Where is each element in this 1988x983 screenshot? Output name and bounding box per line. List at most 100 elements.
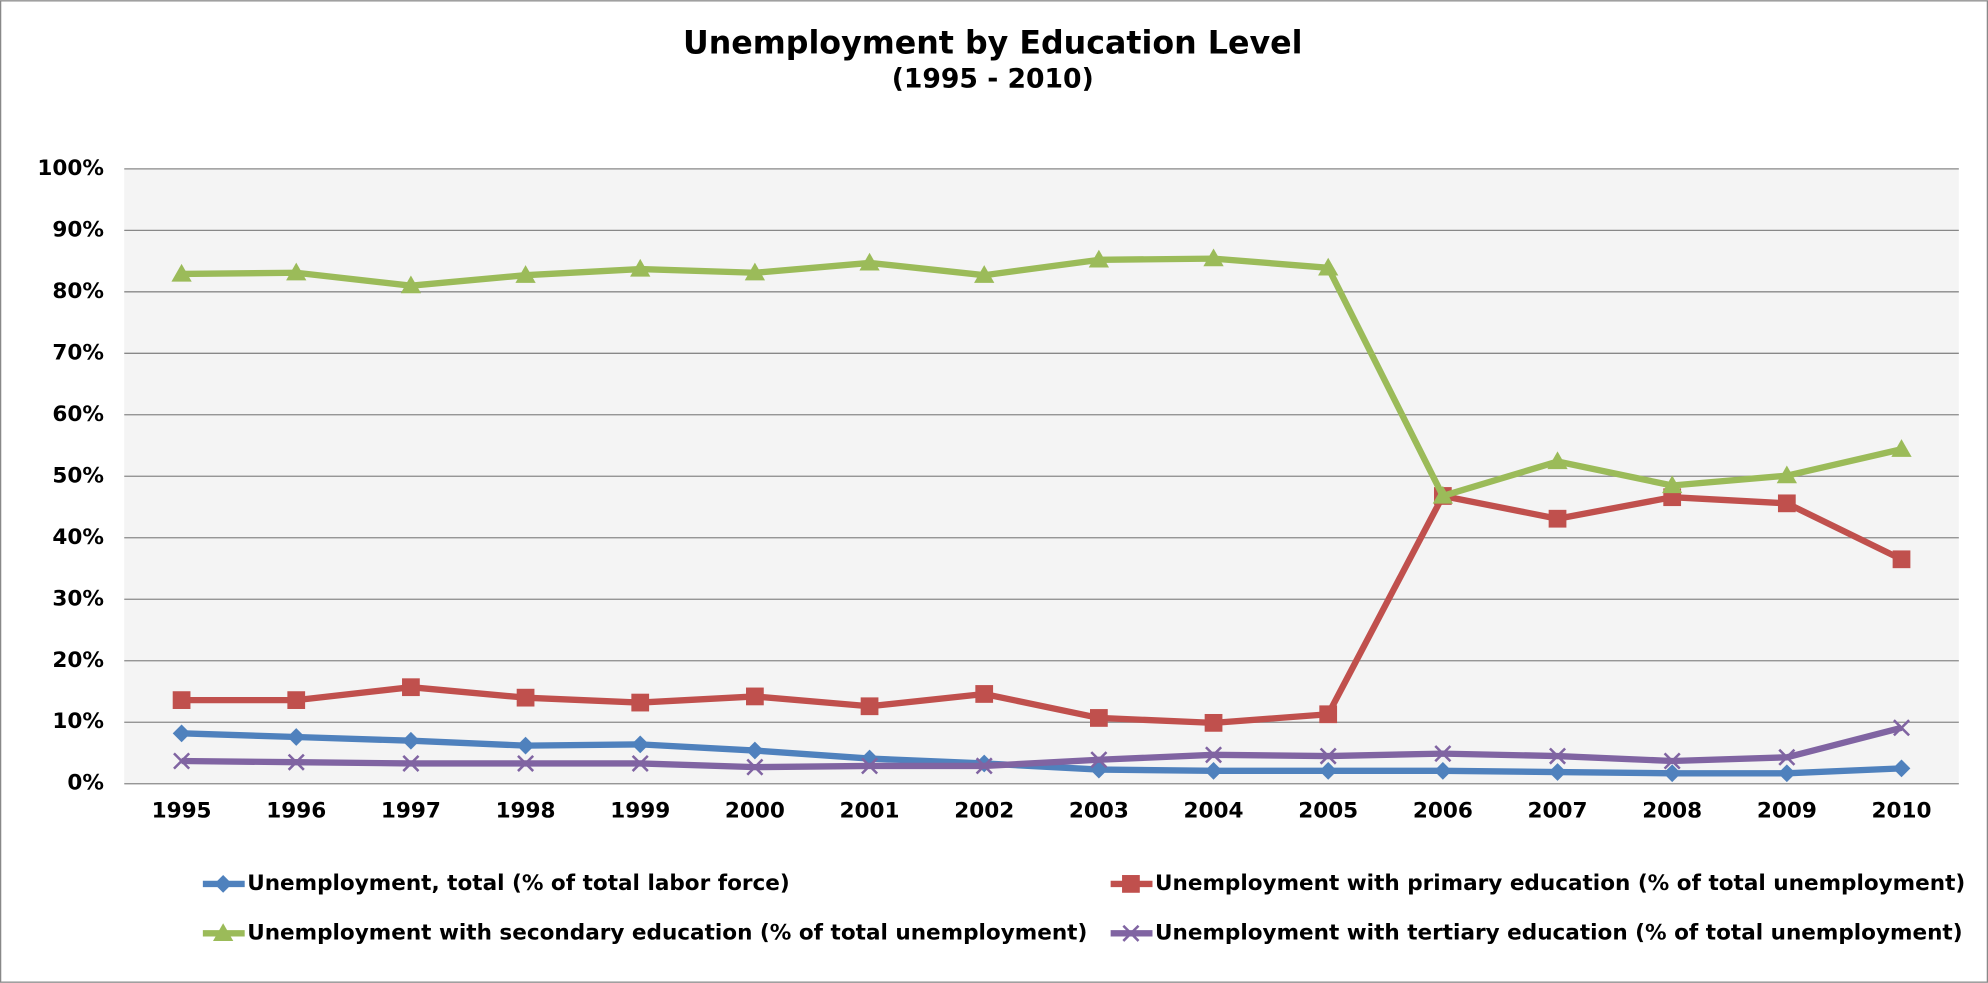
marker — [1433, 761, 1452, 780]
marker — [172, 691, 191, 709]
marker — [213, 923, 234, 941]
x-tick-label: 2000 — [725, 799, 785, 824]
y-tick-label: 100% — [37, 156, 104, 181]
y-tick-label: 70% — [52, 340, 104, 365]
x-tick-label: 2009 — [1757, 799, 1817, 824]
x-tick-label: 2004 — [1184, 799, 1244, 824]
marker — [1892, 759, 1911, 778]
marker — [517, 754, 535, 772]
y-tick-label: 10% — [52, 709, 104, 734]
marker — [402, 678, 420, 697]
marker — [1319, 761, 1338, 780]
marker — [975, 685, 994, 703]
marker — [1204, 713, 1223, 732]
y-tick-label: 60% — [52, 402, 104, 427]
x-tick-label: 1999 — [610, 799, 670, 824]
marker — [1548, 509, 1567, 528]
marker — [1205, 746, 1223, 764]
marker — [1432, 485, 1454, 504]
marker — [1777, 494, 1796, 513]
marker — [746, 758, 764, 776]
marker — [516, 736, 535, 755]
marker — [171, 263, 192, 282]
y-tick-label: 80% — [52, 279, 104, 304]
marker — [402, 754, 420, 772]
x-tick-label: 1998 — [496, 799, 556, 824]
marker — [1892, 550, 1911, 569]
legend-label: Unemployment with tertiary education (% … — [1155, 920, 1963, 945]
marker — [1318, 257, 1339, 276]
marker — [744, 262, 766, 281]
marker — [631, 693, 650, 712]
marker — [1776, 465, 1797, 484]
marker — [859, 252, 880, 271]
x-tick-label: 2005 — [1298, 799, 1358, 824]
marker — [402, 731, 420, 750]
marker — [286, 262, 307, 281]
legend-label: Unemployment, total (% of total labor fo… — [247, 871, 790, 896]
marker — [516, 688, 535, 707]
marker — [1547, 451, 1568, 470]
y-tick-label: 20% — [52, 648, 104, 673]
marker — [1319, 747, 1337, 765]
x-tick-label: 1997 — [381, 799, 441, 824]
marker — [287, 728, 306, 746]
series-line — [181, 730, 1902, 777]
marker — [746, 687, 764, 706]
marker — [1319, 705, 1338, 724]
x-tick-label: 2001 — [840, 799, 900, 824]
chart-title: Unemployment by Education Level — [683, 26, 1302, 62]
legend-label: Unemployment with primary education (% o… — [1155, 871, 1965, 896]
marker — [975, 757, 993, 775]
marker — [860, 697, 879, 716]
marker — [1088, 249, 1110, 268]
marker — [1777, 764, 1796, 783]
marker — [631, 754, 649, 772]
marker — [631, 735, 650, 754]
marker — [214, 875, 233, 893]
marker — [861, 757, 879, 775]
marker — [1663, 764, 1682, 783]
marker — [1778, 748, 1796, 766]
marker — [287, 691, 306, 709]
y-tick-label: 0% — [67, 771, 104, 796]
series-line — [181, 255, 1903, 500]
marker — [400, 275, 422, 294]
marker — [515, 265, 536, 283]
chart-subtitle: (1995 - 2010) — [892, 64, 1094, 95]
y-tick-label: 90% — [52, 217, 104, 242]
legend-label: Unemployment with secondary education (%… — [247, 920, 1087, 945]
y-tick-label: 40% — [52, 525, 104, 550]
x-tick-label: 2010 — [1872, 799, 1932, 824]
marker — [1090, 709, 1108, 727]
x-tick-label: 1996 — [266, 799, 326, 824]
marker — [1548, 763, 1567, 781]
x-tick-label: 2008 — [1642, 799, 1702, 824]
x-tick-label: 1995 — [152, 799, 212, 824]
marker — [1122, 875, 1140, 893]
marker — [1203, 248, 1224, 267]
marker — [287, 753, 305, 771]
marker — [746, 741, 764, 760]
series-line — [181, 492, 1903, 727]
marker — [1891, 439, 1912, 457]
marker — [630, 258, 651, 277]
x-tick-label: 2006 — [1413, 799, 1473, 824]
x-tick-label: 2007 — [1528, 799, 1588, 824]
marker — [173, 752, 191, 770]
marker — [1662, 475, 1683, 494]
marker — [1204, 761, 1223, 780]
x-tick-label: 2003 — [1069, 799, 1129, 824]
x-tick-label: 2002 — [954, 799, 1014, 824]
marker — [1893, 719, 1911, 737]
marker — [974, 265, 995, 283]
y-tick-label: 50% — [52, 463, 104, 488]
marker — [1663, 752, 1681, 770]
marker — [1122, 924, 1140, 942]
y-tick-label: 30% — [52, 586, 104, 611]
marker — [1549, 747, 1567, 765]
marker — [1090, 751, 1108, 769]
marker — [1434, 745, 1452, 763]
series-line — [181, 724, 1903, 771]
